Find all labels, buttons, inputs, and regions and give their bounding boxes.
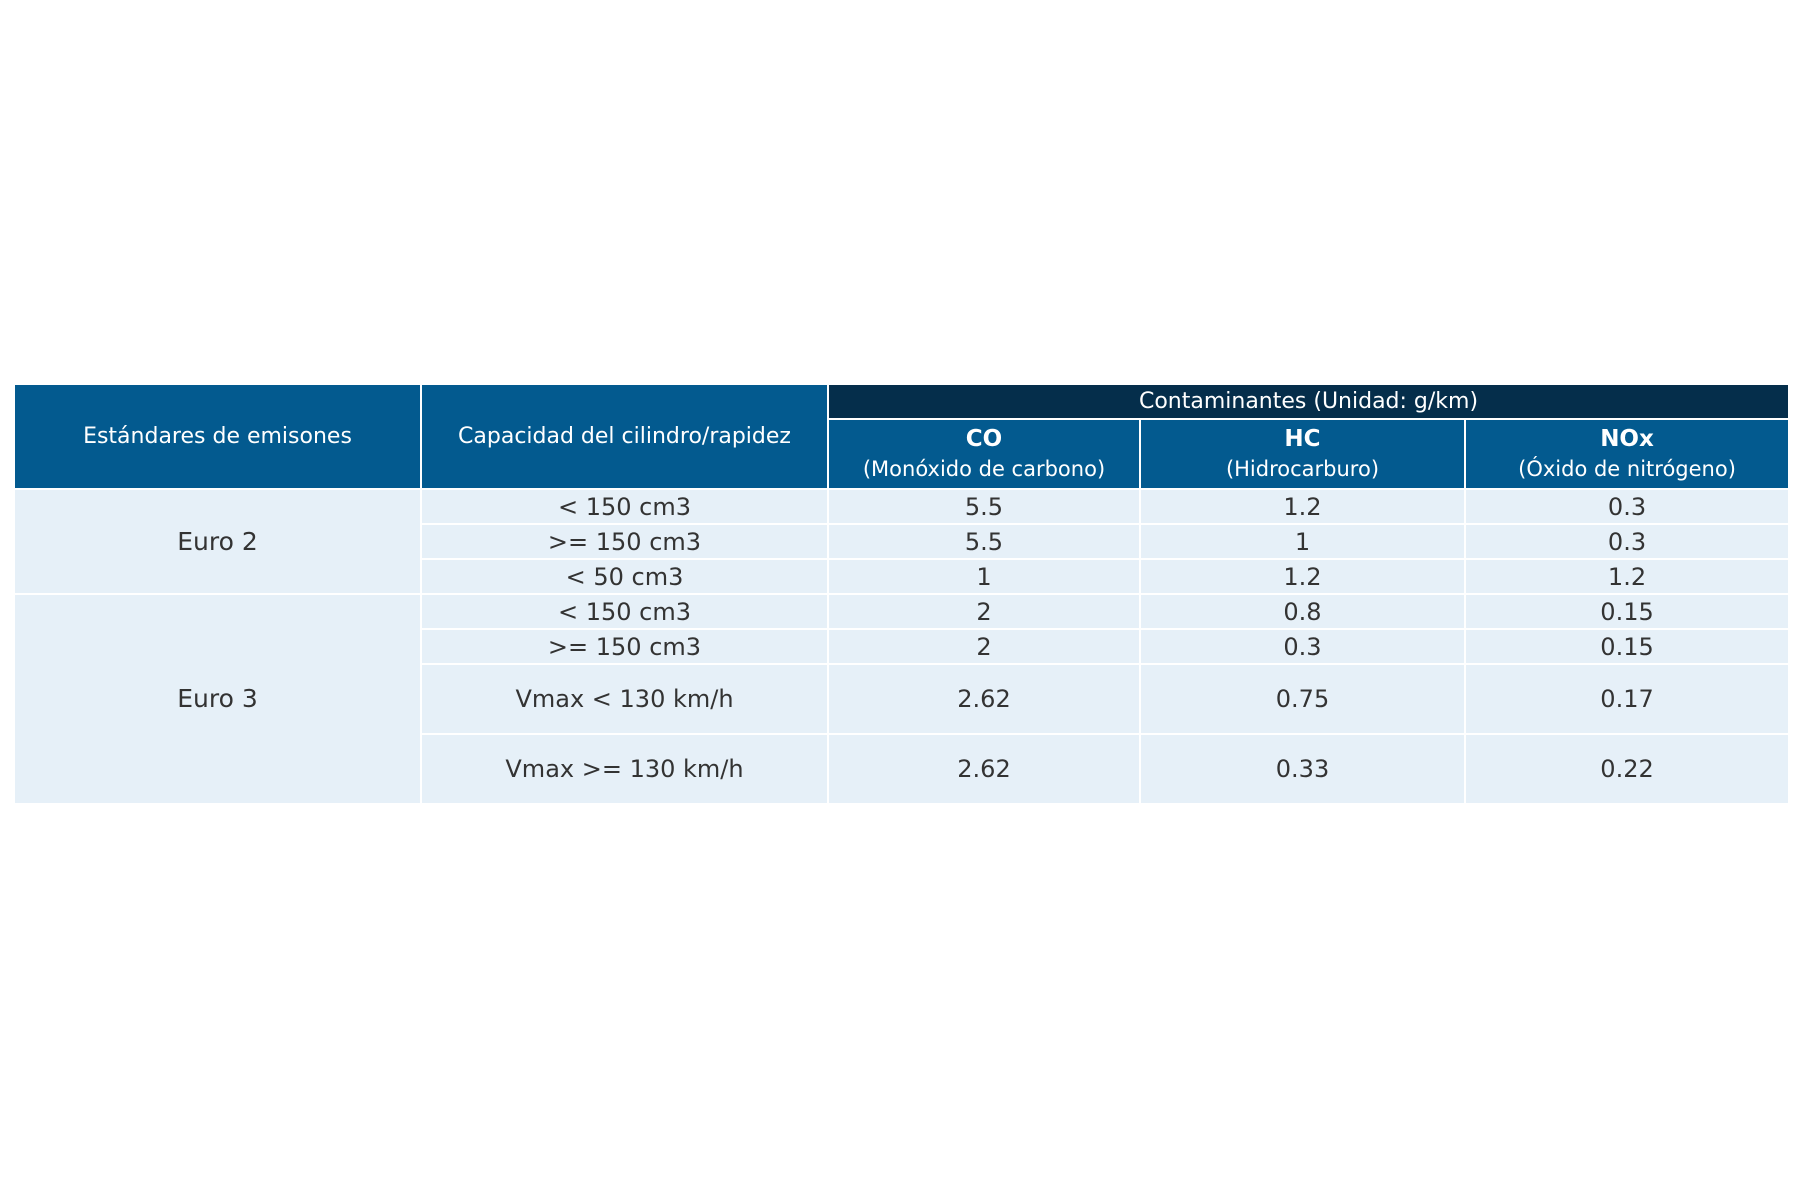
capacity-cell: < 150 cm3 — [420, 593, 829, 630]
emissions-table: Estándares de emisones Capacidad del cil… — [13, 385, 1791, 805]
nox-cell: 0.3 — [1463, 488, 1791, 525]
co-cell: 5.5 — [827, 488, 1141, 525]
capacity-cell: < 150 cm3 — [420, 488, 829, 525]
header-co-full: (Monóxido de carbono) — [862, 457, 1106, 481]
co-cell: 1 — [827, 558, 1141, 595]
co-cell: 2.62 — [827, 663, 1141, 735]
nox-cell: 0.22 — [1463, 733, 1791, 805]
nox-cell: 0.15 — [1463, 628, 1791, 665]
co-cell: 2 — [827, 593, 1141, 630]
header-hc: HC (Hidrocarburo) — [1139, 419, 1466, 490]
capacity-cell: Vmax < 130 km/h — [420, 663, 829, 735]
hc-cell: 1 — [1139, 523, 1466, 560]
header-co: CO (Monóxido de carbono) — [827, 419, 1141, 490]
table-row: >= 150 cm3 5.5 1 0.3 — [14, 523, 1791, 560]
table-body: Euro 2 < 150 cm3 5.5 1.2 0.3 >= 150 cm3 … — [13, 488, 1791, 805]
header-co-abbr: CO — [965, 426, 1003, 452]
nox-cell: 0.3 — [1463, 523, 1791, 560]
hc-cell: 0.33 — [1139, 733, 1466, 805]
capacity-cell: >= 150 cm3 — [420, 523, 829, 560]
nox-cell: 1.2 — [1463, 558, 1791, 595]
header-capacity: Capacidad del cilindro/rapidez — [420, 385, 829, 490]
hc-cell: 1.2 — [1139, 558, 1466, 595]
hc-cell: 1.2 — [1139, 488, 1466, 525]
header-standard: Estándares de emisones — [13, 385, 422, 490]
nox-cell: 0.15 — [1463, 593, 1791, 630]
co-cell: 2 — [827, 628, 1141, 665]
header-hc-full: (Hidrocarburo) — [1225, 457, 1380, 481]
capacity-cell: Vmax >= 130 km/h — [420, 733, 829, 805]
table-row: Vmax < 130 km/h 2.62 0.75 0.17 — [14, 663, 1791, 735]
header-hc-abbr: HC — [1284, 426, 1321, 452]
table-row: Euro 3 < 150 cm3 2 0.8 0.15 — [13, 593, 1791, 805]
standard-cell-euro2: Euro 2 — [13, 488, 422, 595]
table-row: >= 150 cm3 2 0.3 0.15 — [14, 628, 1791, 665]
capacity-cell: < 50 cm3 — [420, 558, 829, 595]
capacity-cell: >= 150 cm3 — [420, 628, 829, 665]
header-pollutants-group: Contaminantes (Unidad: g/km) — [826, 385, 1791, 420]
hc-cell: 0.8 — [1139, 593, 1466, 630]
co-cell: 2.62 — [827, 733, 1141, 805]
emissions-table-container: Estándares de emisones Capacidad del cil… — [13, 385, 1791, 805]
hc-cell: 0.75 — [1139, 663, 1466, 735]
header-nox: NOx (Óxido de nitrógeno) — [1463, 419, 1791, 490]
table-header: Estándares de emisones Capacidad del cil… — [13, 385, 1791, 490]
hc-cell: 0.3 — [1139, 628, 1466, 665]
co-cell: 5.5 — [827, 523, 1141, 560]
standard-cell-euro3: Euro 3 — [13, 593, 422, 805]
table-row: Vmax >= 130 km/h 2.62 0.33 0.22 — [14, 733, 1791, 805]
table-row: < 50 cm3 1 1.2 1.2 — [14, 558, 1791, 595]
table-row: Euro 2 < 150 cm3 5.5 1.2 0.3 — [13, 488, 1791, 595]
nox-cell: 0.17 — [1463, 663, 1791, 735]
header-nox-abbr: NOx — [1600, 426, 1654, 452]
header-nox-full: (Óxido de nitrógeno) — [1518, 457, 1736, 481]
